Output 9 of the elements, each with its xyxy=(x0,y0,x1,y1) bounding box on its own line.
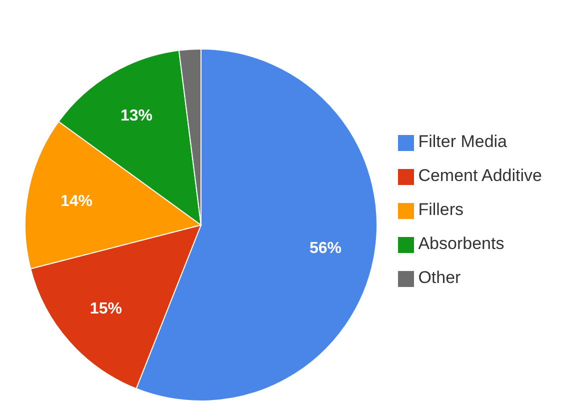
legend-label: Cement Additive xyxy=(418,166,542,185)
legend-label: Fillers xyxy=(418,200,464,219)
data-label: 15% xyxy=(90,300,122,318)
data-label: 14% xyxy=(60,192,93,210)
legend-label: Absorbents xyxy=(418,234,504,253)
data-label: 13% xyxy=(120,107,153,124)
legend-label: Filter Media xyxy=(418,132,508,151)
data-label: 56% xyxy=(309,240,342,258)
legend-label: Other xyxy=(418,268,461,287)
